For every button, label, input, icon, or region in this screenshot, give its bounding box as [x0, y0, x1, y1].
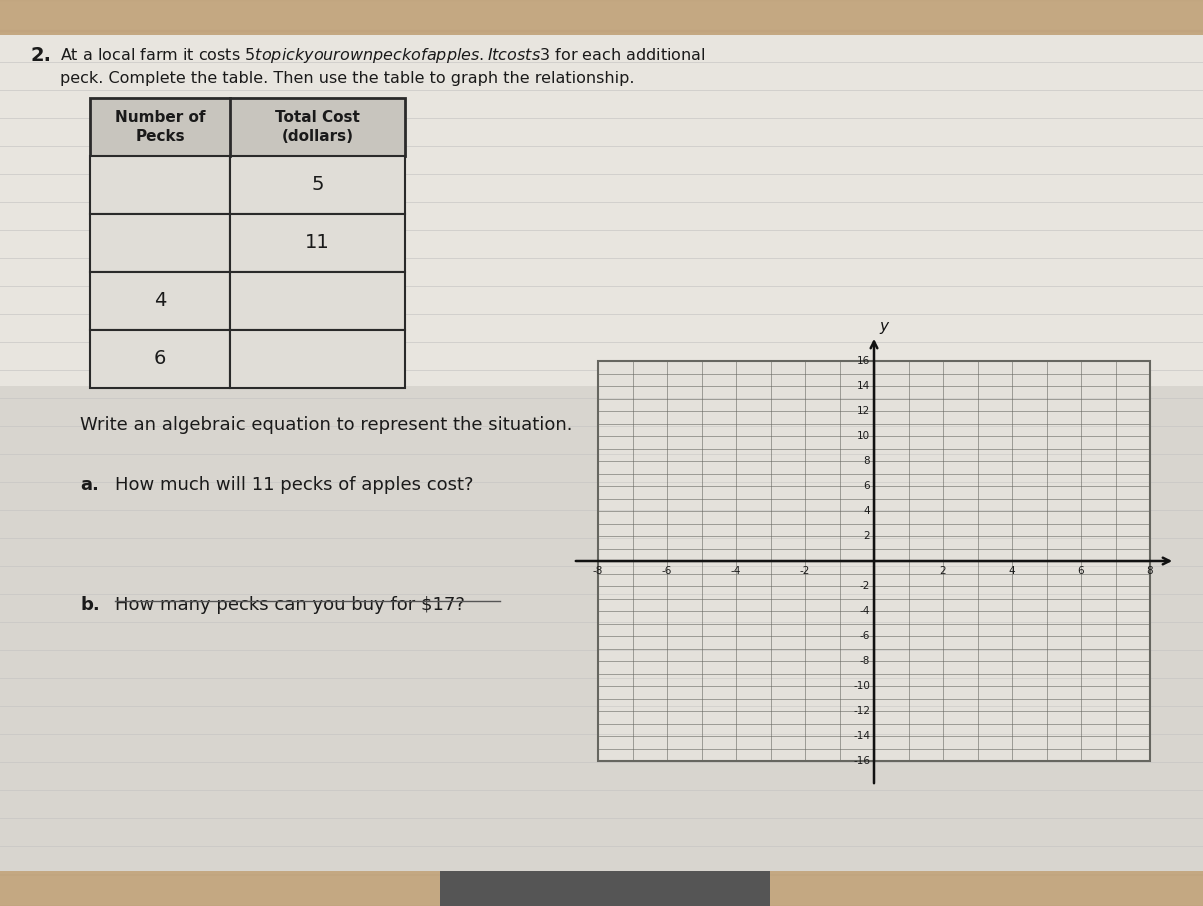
Text: -8: -8	[593, 566, 603, 576]
Bar	[230, 272, 405, 330]
Bar	[230, 156, 405, 214]
Text: -12: -12	[853, 706, 870, 716]
Text: Number of
Pecks: Number of Pecks	[114, 111, 206, 144]
Text: 2.: 2.	[30, 46, 51, 65]
Text: y: y	[879, 319, 888, 334]
Text: -2: -2	[860, 581, 870, 591]
Bar	[90, 98, 405, 156]
Text: 12: 12	[857, 406, 870, 416]
Bar	[90, 214, 230, 272]
Text: 8: 8	[864, 456, 870, 466]
Text: 2: 2	[940, 566, 947, 576]
Text: 6: 6	[864, 481, 870, 491]
Text: Total Cost
(dollars): Total Cost (dollars)	[275, 111, 360, 144]
Text: 11: 11	[306, 234, 330, 253]
Bar	[440, 866, 770, 906]
Text: 14: 14	[857, 381, 870, 391]
Text: 4: 4	[1008, 566, 1015, 576]
Text: -6: -6	[662, 566, 672, 576]
Bar	[90, 330, 230, 388]
Text: At a local farm it costs $5 to pick your own peck of apples. It costs $3 for eac: At a local farm it costs $5 to pick your…	[60, 46, 706, 65]
Bar	[598, 361, 1150, 761]
Bar	[230, 214, 405, 272]
Text: -4: -4	[730, 566, 741, 576]
Text: b.: b.	[81, 596, 100, 614]
Bar	[598, 361, 1150, 761]
Text: peck. Complete the table. Then use the table to graph the relationship.: peck. Complete the table. Then use the t…	[60, 71, 634, 86]
Bar	[90, 156, 230, 214]
Text: 6: 6	[154, 350, 166, 369]
Bar	[0, 386, 1203, 871]
Text: -14: -14	[853, 731, 870, 741]
Text: -10: -10	[853, 681, 870, 691]
Text: -2: -2	[800, 566, 810, 576]
Text: Write an algebraic equation to represent the situation.: Write an algebraic equation to represent…	[81, 416, 573, 434]
Bar	[230, 330, 405, 388]
Text: 6: 6	[1078, 566, 1084, 576]
Text: -4: -4	[860, 606, 870, 616]
Bar	[90, 272, 230, 330]
Text: 5: 5	[312, 176, 324, 195]
Text: -16: -16	[853, 756, 870, 766]
Text: How many pecks can you buy for $17?: How many pecks can you buy for $17?	[115, 596, 464, 614]
Text: 4: 4	[154, 292, 166, 311]
Text: -8: -8	[860, 656, 870, 666]
Text: a.: a.	[81, 476, 99, 494]
Text: 16: 16	[857, 356, 870, 366]
Text: 10: 10	[857, 431, 870, 441]
Text: 8: 8	[1146, 566, 1154, 576]
Text: -6: -6	[860, 631, 870, 641]
Text: 2: 2	[864, 531, 870, 541]
Text: How much will 11 pecks of apples cost?: How much will 11 pecks of apples cost?	[115, 476, 474, 494]
Text: 4: 4	[864, 506, 870, 516]
